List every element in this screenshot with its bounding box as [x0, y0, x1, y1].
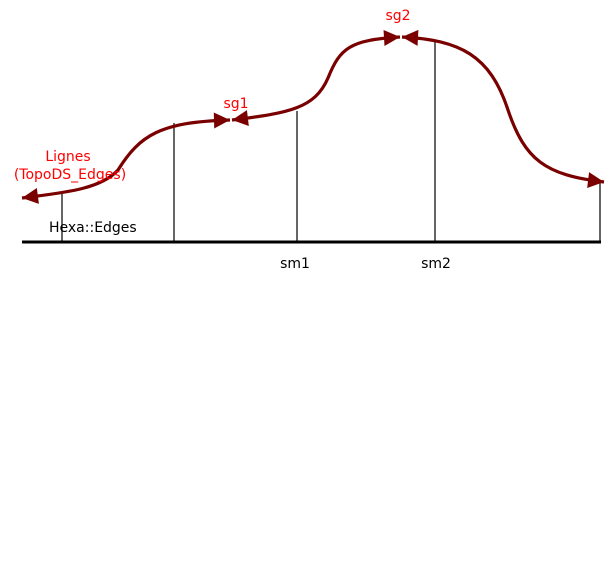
sg1-label: sg1 — [223, 96, 248, 112]
curve-segment-3 — [401, 29, 605, 189]
sm2-label: sm2 — [421, 256, 451, 272]
curve-segment-2 — [231, 29, 401, 127]
lignes-label-line1: Lignes — [45, 149, 90, 165]
lignes-label-line2: (TopoDS_Edges) — [14, 167, 126, 183]
sg2-label: sg2 — [385, 8, 410, 24]
curve-segment-1 — [21, 112, 231, 204]
hexa-edges-label: Hexa::Edges — [49, 220, 137, 236]
sm1-label: sm1 — [280, 256, 310, 272]
